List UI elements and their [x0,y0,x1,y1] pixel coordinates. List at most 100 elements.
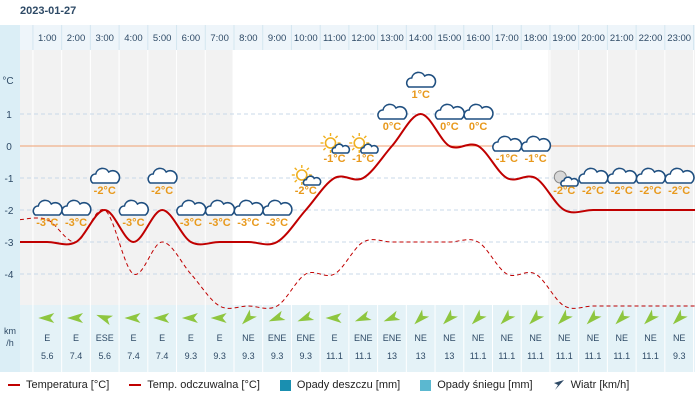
wind-direction: E [159,333,165,343]
cloud-icon [118,199,150,216]
cloud-shape [664,167,695,184]
temperature-label: -3°C [122,217,144,229]
hour-label: 13:00 [380,33,404,44]
cloud-icon [61,199,92,216]
temperature-label: 0°C [440,121,459,133]
wind-direction: E [130,333,136,343]
wind-direction: NE [529,333,542,343]
temperature-label: -2°C [668,185,690,197]
wind-direction: NE [587,333,600,343]
wind-arrow-icon [181,313,198,323]
temperature-label: 1°C [411,89,430,101]
sun-ray [294,167,298,171]
sun-ray [322,135,327,139]
wind-unit-label: /h [6,338,14,348]
wind-speed: 5.6 [41,351,54,361]
wind-speed: 11.1 [556,351,573,361]
temperature-label: -3°C [180,217,202,229]
cloud-shape [331,143,351,154]
wind-direction: ENE [354,333,373,343]
feels-like-series-line [19,209,695,309]
y-tick-label: -1 [5,174,14,185]
sun-ray [294,179,298,183]
temperature-label: -2°C [295,185,317,197]
hour-label: 6:00 [182,33,201,44]
wind-speed: 7.4 [70,351,83,361]
wind-arrow-shape [153,313,170,323]
legend-wind-label: Wiatr [km/h] [570,379,630,391]
legend-snow-label: Opady śniegu [mm] [437,379,533,391]
wind-arrow-icon [153,313,170,323]
hour-axis: 1:00 2:00 3:00 4:00 5:00 6:00 7:00 8:00 9:00 10:0… [38,33,691,44]
legend-rain[interactable]: Opady deszczu [mm] [279,379,401,391]
legend: Temperatura [°C] Temp. odczuwalna [°C] O… [0,372,695,398]
sun-ray [351,147,355,151]
sun-ray [351,135,355,139]
wind-arrow-shape [181,313,198,323]
wind-speed: 9.3 [242,351,255,361]
wind-arrow-shape [414,309,430,325]
wind-direction: E [188,333,194,343]
wind-arrow-icon [644,309,659,325]
temperature-label: -2°C [553,185,575,197]
wind-arrow-icon [586,309,602,325]
wind-direction: ENE [297,333,316,343]
temperature-label: -3°C [266,217,288,229]
cloud-icon [377,103,408,120]
sun-disc [295,169,308,181]
wind-arrow-shape [268,310,286,322]
wind-arrow-shape [297,310,315,322]
forecast-date: 2023-01-27 [20,5,77,17]
wind-direction: NE [501,333,514,343]
wind-arrow-shape [672,309,688,325]
hour-label: 12:00 [351,33,375,44]
legend-temperature-label: Temperatura [°C] [26,379,110,391]
hour-label: 18:00 [524,33,548,44]
legend-snow[interactable]: Opady śniegu [mm] [420,379,533,391]
wind-speed: 13 [416,351,426,361]
hour-label: 22:00 [639,33,663,44]
wind-direction: NE [615,333,628,343]
cloud-shape [377,103,408,120]
feels-like-line-swatch [129,384,142,386]
wind-arrow-shape [529,309,545,325]
hour-label: 2:00 [67,33,86,44]
legend-temperature[interactable]: Temperatura [°C] [8,379,109,391]
hour-label: 21:00 [610,33,634,44]
wind-direction: E [217,333,223,343]
wind-speed: 9.3 [213,351,226,361]
legend-feels-like[interactable]: Temp. odczuwalna [°C] [129,379,260,391]
snow-swatch [420,379,432,391]
temperature-label: -2°C [611,185,633,197]
legend-rain-label: Opady deszczu [mm] [296,379,401,391]
rain-swatch [279,379,291,391]
y-axis-band [0,25,20,372]
sun-cloud-icon [320,133,351,154]
weather-chart: 1:00 2:00 3:00 4:00 5:00 6:00 7:00 8:00 9:00 10:0… [0,25,695,372]
y-tick-label: 1 [6,110,12,121]
cloud-shape [405,71,437,88]
cloud-shape [520,135,552,152]
wind-speed: 11.1 [355,351,372,361]
temperature-label: -1°C [525,153,547,165]
hour-label: 17:00 [495,33,519,44]
wind-arrow-icon [672,309,688,325]
wind-direction: ENE [383,333,402,343]
sun-ray [322,147,327,151]
wind-arrow-icon [471,309,487,325]
hour-label: 4:00 [124,33,143,44]
y-tick-label: -2 [5,206,14,217]
hour-label: 11:00 [323,33,346,44]
wind-speed: 11.1 [642,351,659,361]
sun-cloud-icon [291,165,322,186]
temperature-label: -3°C [65,217,87,229]
legend-wind[interactable]: Wiatr [km/h] [553,379,630,391]
temperature-lines [19,112,695,309]
hour-label: 3:00 [95,33,114,44]
wind-speed: 9.3 [673,351,686,361]
hour-label: 19:00 [552,33,576,44]
wind-arrow-icon [241,309,257,325]
hour-label: 10:00 [294,33,318,44]
wind-speed: 13 [387,351,397,361]
sun-ray [334,135,339,139]
